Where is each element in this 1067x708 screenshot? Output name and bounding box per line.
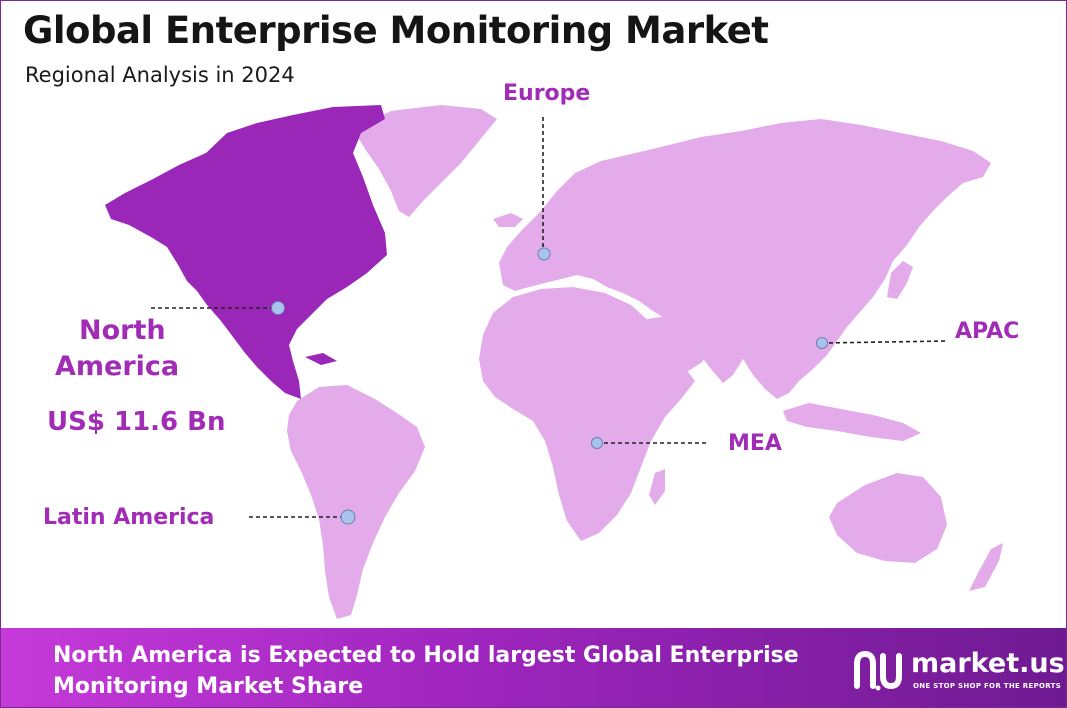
marker-latin-america: [249, 509, 356, 525]
footer-text: North America is Expected to Hold larges…: [53, 643, 799, 699]
label-europe: Europe: [503, 81, 591, 106]
marker-north-america: [151, 301, 285, 315]
region-japan: [887, 261, 913, 299]
label-latin-america: Latin America: [43, 505, 215, 530]
brand-tagline: ONE STOP SHOP FOR THE REPORTS: [913, 682, 1062, 690]
page-subtitle: Regional Analysis in 2024: [25, 63, 295, 87]
region-uk: [525, 223, 541, 251]
page-title: Global Enterprise Monitoring Market: [23, 9, 769, 52]
label-mea: MEA: [728, 431, 782, 456]
region-north-america: [105, 105, 387, 399]
footer-banner: North America is Expected to Hold larges…: [1, 628, 1066, 707]
region-madagascar: [649, 469, 665, 505]
label-apac: APAC: [955, 319, 1020, 344]
region-eurasia: [499, 119, 991, 399]
brand-logo: market.us ONE STOP SHOP FOR THE REPORTS: [853, 646, 1065, 696]
region-greenland: [353, 105, 497, 217]
marker-europe: [537, 117, 551, 261]
region-new-zealand: [969, 543, 1003, 591]
region-caribbean: [305, 353, 337, 365]
world-map: [105, 105, 1003, 619]
north-america-value: US$ 11.6 Bn: [47, 407, 226, 437]
region-iceland: [493, 213, 523, 227]
brand-mark-icon: [854, 650, 902, 691]
region-arabia: [647, 315, 713, 373]
region-south-america: [287, 385, 425, 619]
region-australia: [829, 473, 947, 563]
label-north-america-line1: North: [79, 315, 166, 346]
marker-mea: [591, 437, 707, 449]
label-north-america-line2: America: [55, 351, 180, 382]
region-se-asia-islands: [783, 403, 921, 441]
marker-apac: [816, 337, 948, 349]
region-africa: [479, 287, 695, 541]
brand-name: market.us: [911, 648, 1065, 679]
